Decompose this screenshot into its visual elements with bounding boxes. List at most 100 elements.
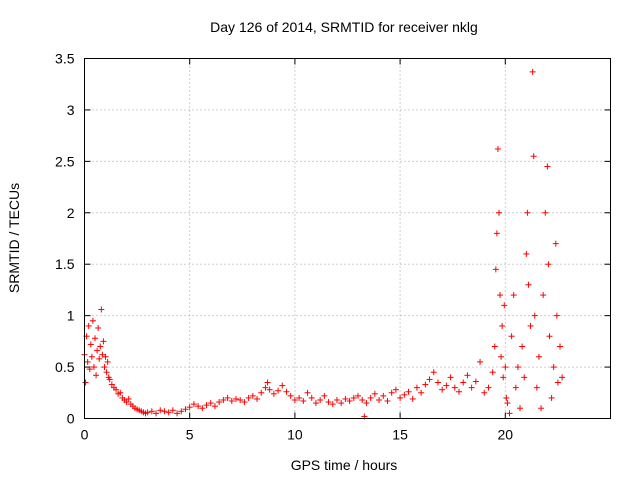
data-point: [363, 400, 370, 407]
data-point: [464, 372, 471, 379]
data-point: [258, 389, 265, 396]
data-point: [291, 396, 298, 403]
data-point: [495, 209, 502, 216]
data-point: [550, 364, 557, 371]
data-point: [161, 408, 168, 415]
data-point: [514, 364, 521, 371]
data-point: [224, 394, 231, 401]
data-point: [376, 396, 383, 403]
data-point: [439, 386, 446, 393]
data-point: [104, 358, 111, 365]
data-point: [203, 402, 210, 409]
data-point: [530, 153, 537, 160]
y-tick-label: 3: [67, 102, 75, 118]
data-point: [350, 394, 357, 401]
data-point: [182, 406, 189, 413]
grid: [84, 58, 611, 419]
data-point: [371, 390, 378, 397]
y-tick-label: 1.5: [55, 256, 75, 272]
data-point: [264, 379, 271, 386]
data-point: [418, 389, 425, 396]
data-point: [84, 358, 91, 365]
data-point: [540, 292, 547, 299]
data-point: [317, 396, 324, 403]
data-point: [527, 322, 534, 329]
data-point: [359, 396, 366, 403]
data-point: [88, 353, 95, 360]
data-point: [548, 394, 555, 401]
data-point: [501, 302, 508, 309]
data-point: [559, 374, 566, 381]
data-point: [525, 281, 532, 288]
data-point: [266, 386, 273, 393]
data-point: [405, 388, 412, 395]
data-point: [524, 209, 531, 216]
data-point: [510, 292, 517, 299]
data-point: [95, 324, 102, 331]
data-point: [106, 376, 113, 383]
data-point: [82, 379, 89, 386]
data-point: [108, 381, 115, 388]
data-point: [413, 384, 420, 391]
data-point: [98, 306, 105, 313]
data-point: [498, 353, 505, 360]
data-point: [503, 394, 510, 401]
data-point: [545, 261, 552, 268]
data-point: [94, 347, 101, 354]
data-point: [275, 387, 282, 394]
axis-ticks: 0 5 10 15 20 0 0.5 1 1.5 2 2.5 3 3.5: [55, 51, 611, 443]
data-point: [493, 230, 500, 237]
data-point: [148, 408, 155, 415]
data-point: [157, 407, 164, 414]
data-point: [546, 333, 553, 340]
data-point: [89, 317, 96, 324]
data-point: [456, 388, 463, 395]
data-point: [279, 382, 286, 389]
data-point: [92, 335, 99, 342]
x-tick-label: 10: [287, 427, 303, 443]
data-point: [249, 392, 256, 399]
data-point: [117, 389, 124, 396]
data-point: [190, 401, 197, 408]
data-point: [489, 369, 496, 376]
x-axis-label: GPS time / hours: [291, 457, 398, 473]
x-tick-label: 15: [392, 427, 408, 443]
data-point: [101, 364, 108, 371]
data-point: [443, 382, 450, 389]
data-point: [426, 376, 433, 383]
data-point: [321, 392, 328, 399]
data-point: [211, 403, 218, 410]
data-point: [422, 381, 429, 388]
data-point: [287, 392, 294, 399]
data-point: [220, 396, 227, 403]
data-point: [102, 353, 109, 360]
data-point: [300, 398, 307, 405]
data-point: [97, 343, 104, 350]
plot-frame: [84, 58, 611, 419]
data-point: [451, 384, 458, 391]
data-point: [535, 353, 542, 360]
data-point: [380, 392, 387, 399]
data-point: [529, 68, 536, 75]
data-point: [90, 364, 97, 371]
data-point: [384, 398, 391, 405]
data-point: [506, 410, 513, 417]
data-point: [472, 378, 479, 385]
data-point: [521, 374, 528, 381]
data-point: [270, 390, 277, 397]
y-tick-label: 0: [67, 411, 75, 427]
data-point: [99, 351, 106, 358]
data-point: [178, 408, 185, 415]
data-point: [338, 400, 345, 407]
data-point: [504, 400, 511, 407]
data-point: [207, 400, 214, 407]
data-point: [500, 374, 507, 381]
y-tick-label: 2.5: [55, 153, 75, 169]
data-point: [241, 399, 248, 406]
data-point: [103, 369, 110, 376]
data-point: [538, 405, 545, 412]
data-point: [499, 322, 506, 329]
data-point: [497, 292, 504, 299]
